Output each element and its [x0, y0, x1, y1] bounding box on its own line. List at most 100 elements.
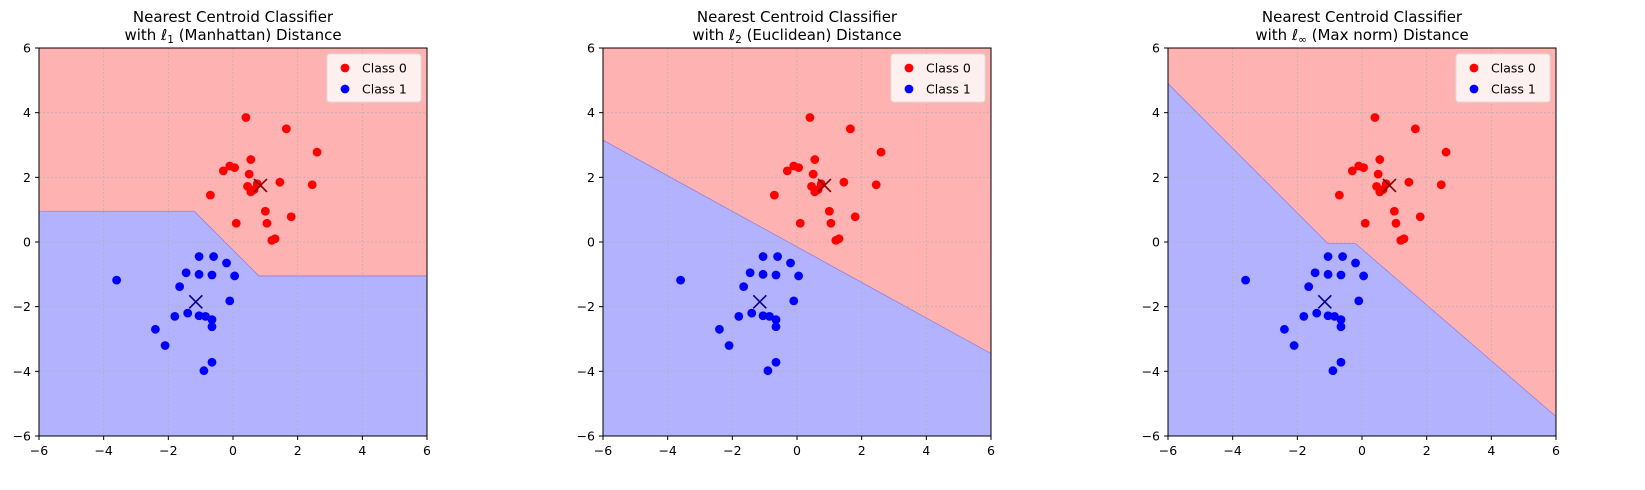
- y-tick-label: −4: [577, 364, 595, 379]
- class1-point: [222, 258, 231, 268]
- chart-title-line2: with ℓ1 (Manhattan) Distance: [124, 26, 341, 46]
- class1-point: [789, 296, 799, 306]
- class0-point: [826, 218, 836, 228]
- class1-point: [1354, 296, 1364, 306]
- class0-point: [795, 218, 805, 228]
- class0-point: [782, 166, 792, 176]
- class1-point: [207, 357, 217, 367]
- class0-point: [871, 180, 881, 190]
- class0-point: [275, 177, 285, 187]
- legend-label-class0: Class 0: [1491, 61, 1536, 76]
- class0-point: [286, 212, 296, 222]
- class1-point: [1304, 282, 1314, 292]
- legend-marker-class1: [1469, 84, 1479, 94]
- y-tick-label: 0: [1152, 235, 1160, 250]
- y-tick-label: 2: [1152, 170, 1160, 185]
- class0-point: [260, 206, 270, 216]
- class1-point: [758, 269, 768, 279]
- class1-point: [771, 322, 781, 332]
- class1-point: [1289, 341, 1299, 350]
- chart-title-line2: with ℓ∞ (Max norm) Distance: [1255, 26, 1468, 46]
- centroid-class1-marker: [188, 294, 203, 309]
- x-tick-label: 4: [358, 443, 366, 458]
- class0-point: [246, 155, 256, 164]
- class1-point: [170, 311, 180, 321]
- class1-point: [194, 269, 204, 279]
- class0-point: [816, 179, 826, 189]
- panel-3: −6 −4 −2 0 2 4 6 −6 −4 −2 0 2 4 6 Nearest Centroid Cla…: [1142, 8, 1560, 458]
- class1-point: [1336, 322, 1346, 332]
- class1-point: [151, 324, 160, 334]
- class0-point: [1375, 187, 1385, 197]
- y-tick-label: −4: [1142, 364, 1160, 379]
- class0-point: [246, 187, 256, 197]
- centroid-class1-marker: [1317, 294, 1332, 309]
- class0-point: [244, 169, 254, 179]
- class0-point: [1389, 206, 1399, 216]
- x-tick-label: 0: [793, 443, 801, 458]
- y-tick-label: −6: [13, 429, 31, 444]
- legend: Class 0 Class 1: [1455, 53, 1551, 103]
- class0-point: [1381, 179, 1391, 189]
- class1-point: [745, 268, 755, 278]
- class1-point: [207, 270, 217, 280]
- x-tick-label: −6: [1159, 443, 1177, 458]
- class1-point: [1323, 269, 1333, 279]
- y-tick-label: −2: [1142, 299, 1160, 314]
- class0-point: [850, 212, 860, 222]
- y-tick-label: −2: [13, 299, 31, 314]
- class0-point: [230, 163, 240, 173]
- y-tick-label: 6: [587, 41, 595, 56]
- class1-point: [771, 315, 781, 324]
- y-tick-label: 2: [587, 170, 595, 185]
- x-tick-label: 4: [922, 443, 930, 458]
- class1-point: [160, 341, 170, 350]
- class0-point: [1415, 212, 1425, 222]
- class1-point: [1299, 311, 1309, 321]
- class0-point: [307, 180, 317, 190]
- class0-point: [218, 166, 228, 176]
- chart-title-line1: Nearest Centroid Classifier: [697, 8, 898, 26]
- x-tick-label: 6: [423, 443, 431, 458]
- centroid-class1-marker: [752, 294, 767, 309]
- class0-point: [839, 177, 849, 187]
- class1-point: [1359, 271, 1369, 281]
- class1-point: [207, 322, 217, 332]
- legend-marker-class0: [904, 63, 914, 73]
- class1-point: [1323, 252, 1333, 261]
- y-tick-label: −4: [13, 364, 31, 379]
- class1-point: [1351, 258, 1360, 268]
- class0-point: [1441, 147, 1451, 157]
- class0-point: [262, 218, 272, 228]
- class0-point: [241, 113, 251, 122]
- decision-boundary: [1167, 83, 1557, 417]
- class0-point: [831, 235, 841, 245]
- legend-marker-class1: [340, 84, 350, 94]
- y-tick-label: 0: [23, 235, 31, 250]
- class1-point: [724, 341, 734, 350]
- class1-point: [1338, 252, 1347, 261]
- class1-point: [1336, 315, 1346, 324]
- legend: Class 0 Class 1: [890, 53, 986, 103]
- legend-label-class0: Class 0: [926, 61, 971, 76]
- x-tick-label: 6: [987, 443, 995, 458]
- class0-point: [267, 235, 277, 245]
- class0-point: [1334, 190, 1344, 200]
- x-tick-label: −4: [658, 443, 676, 458]
- class0-point: [205, 190, 215, 200]
- class1-point: [181, 268, 191, 278]
- centroid-class0-marker: [817, 178, 832, 193]
- y-tick-label: −6: [1142, 429, 1160, 444]
- class0-point: [824, 206, 834, 216]
- class1-point: [230, 271, 240, 281]
- x-tick-label: 2: [1423, 443, 1431, 458]
- panel-1: −6 −4 −2 0 2 4 6 −6 −4 −2 0 2 4 6 Nearest Centroid Cla…: [13, 8, 431, 458]
- class1-point: [1241, 275, 1250, 285]
- x-tick-label: −6: [30, 443, 48, 458]
- class1-point: [676, 275, 685, 285]
- legend-marker-class0: [1469, 63, 1479, 73]
- class1-region: [39, 211, 427, 436]
- x-tick-label: 6: [1552, 443, 1560, 458]
- class1-point: [739, 282, 749, 292]
